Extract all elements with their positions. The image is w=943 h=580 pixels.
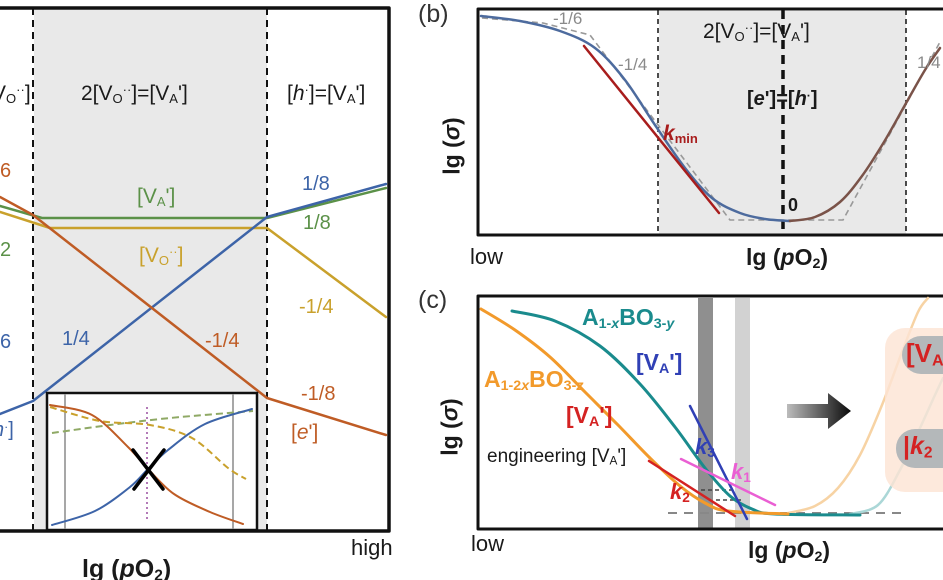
ylabel-b: lg (σ) [438,117,465,175]
curve-c-orange-faded [786,296,930,515]
slope-a-blue-left-clipped: 6 [0,331,12,353]
formula-orange: A1-2xBO3-z [484,366,584,395]
xlabel-b: lg (pO2) [746,244,829,273]
region-label-left-clipped: VO··] [0,82,31,106]
badge-va [902,336,943,374]
slope-a-orange-m14: -1/4 [205,330,240,352]
badge-k2 [896,429,943,468]
slope-a-yellow-m14: -1/4 [299,296,334,318]
transform-arrow [787,393,851,429]
envelope-b-dashed [481,17,941,221]
xaxis-high-a: high [351,535,393,560]
engineering-note: engineering [VA'] [487,446,627,468]
curve-b-brown [788,46,942,223]
badge-k2-text-clipped: |k2 [903,432,933,462]
slope-b-m16: -1/6 [553,9,583,28]
k2-label: k2 [670,479,690,505]
line-orange-e [0,195,388,437]
xaxis-low-c: low [471,531,505,556]
region-label-right: [h·]=[VA'] [287,82,366,106]
va-label-blue: [VA'] [636,349,683,378]
line-blue-h [0,182,388,416]
region-label-middle: 2[VO··]=[VA'] [81,82,188,106]
region-label-b-top: 2[VO··]=[VA'] [703,20,810,44]
series-label-va: [VA'] [137,185,176,209]
xlabel-a: lg (pO2) [82,555,172,580]
inset-yellow-dashed [49,406,247,480]
tangent-kmin [582,44,721,215]
slope-a-green-18: 1/8 [303,212,331,234]
bar-light-c [735,298,750,528]
slope-a-blue-18: 1/8 [302,173,330,195]
line-yellow-vo [0,210,388,319]
panel-tag-b: (b) [418,0,449,28]
inset-x-mark-2 [132,448,166,491]
slope-a-orange-left-clipped: 6 [0,160,12,182]
slope-b-zero: 0 [788,195,799,215]
k3-label: k3 [695,434,715,460]
tangent-k3 [688,404,749,521]
frame-c [476,294,943,531]
series-label-e: [e'] [291,421,319,444]
slope-a-green-left-clipped: 2 [0,239,12,261]
slope-b-m14: -1/4 [618,55,648,74]
curve-b-blue [479,14,792,223]
xaxis-low-b: low [470,244,504,269]
inset-green-dashed [51,410,254,434]
tangent-k1 [679,457,777,507]
series-label-vo: [VO··] [139,244,184,268]
region-label-b-eh: [e']=[h·] [747,88,818,110]
line-green-va [0,186,388,220]
slope-b-14: 1/4 [917,53,941,72]
kmin-label: kmin [663,122,698,146]
formula-teal: A1-xBO3-y [582,304,675,333]
tangent-k2 [647,459,737,518]
slope-a-orange-m18: -1/8 [301,383,336,405]
slope-a-blue-14: 1/4 [62,328,90,350]
xlabel-c: lg (pO2) [748,537,831,566]
ylabel-c: lg (σ) [436,398,463,456]
frame-b [476,7,943,237]
curve-c-orange [479,307,790,516]
badge-va-text-clipped: [VA [906,338,943,370]
k1-label: k1 [731,459,751,485]
series-label-h-clipped: h·] [0,419,14,441]
panel-tag-c: (c) [418,286,448,314]
va-label-red: [VA'] [566,402,613,431]
